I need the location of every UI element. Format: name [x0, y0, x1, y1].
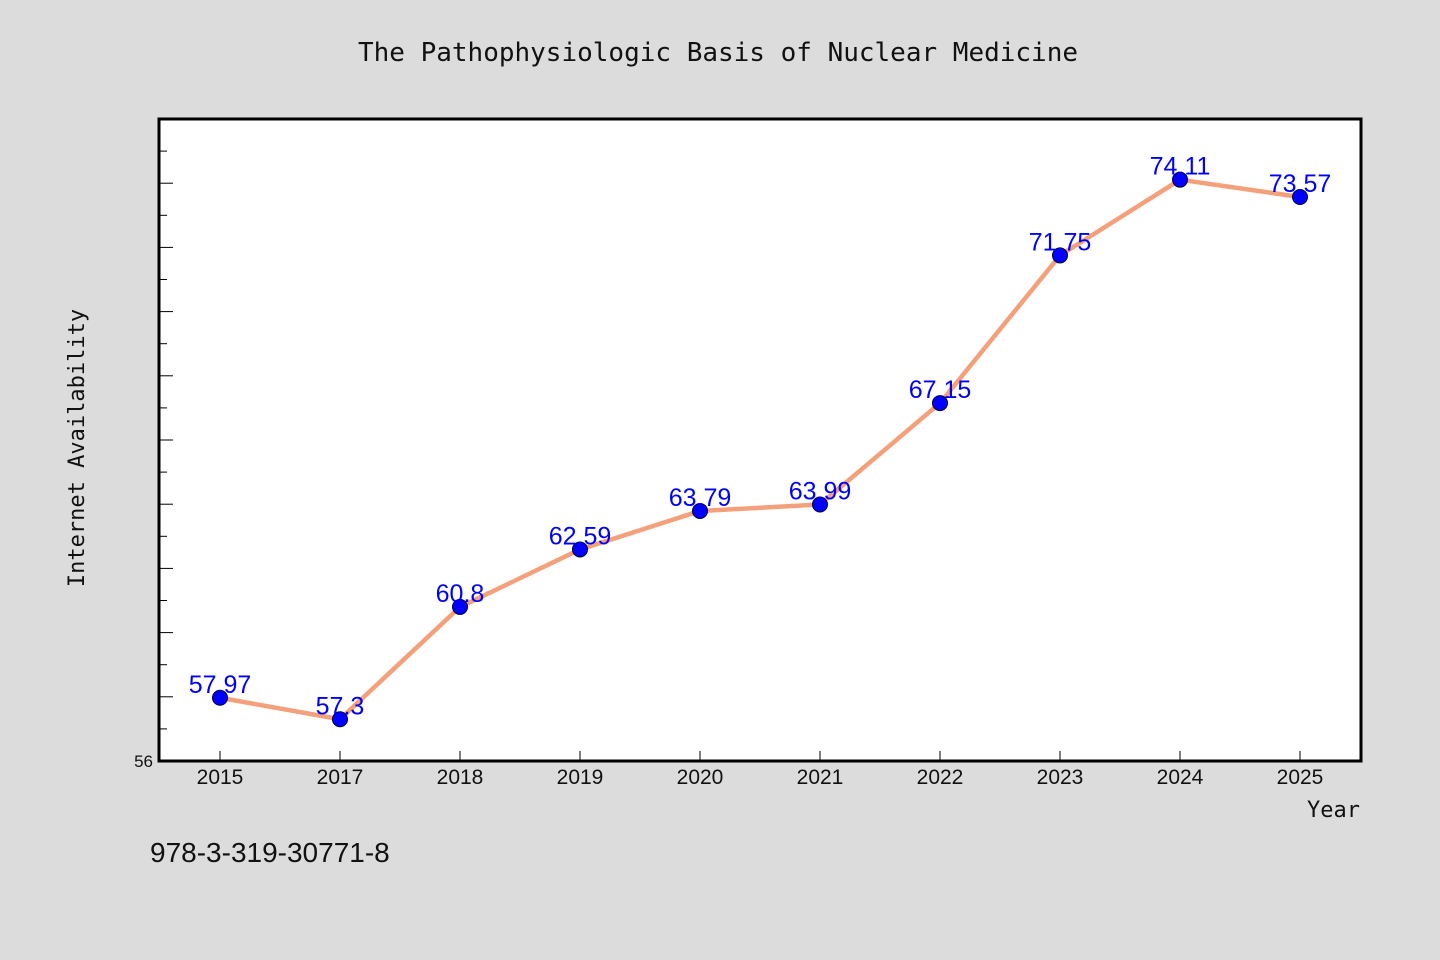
- x-tick-label: 2017: [317, 766, 364, 789]
- x-tick-label: 2020: [677, 766, 724, 789]
- x-tick-label: 2024: [1157, 766, 1204, 789]
- data-point: [452, 598, 468, 615]
- isbn-label: 978-3-319-30771-8: [150, 837, 390, 868]
- series-layer: 57.97 57.3 60.8 62.59 63.79 63.99 67.15 71.75 74…: [189, 153, 1332, 728]
- data-label: 57.3: [316, 692, 365, 720]
- x-tick-label: 2019: [557, 766, 604, 789]
- x-tick-label: 2023: [1037, 766, 1084, 789]
- data-label: 60.8: [436, 580, 485, 608]
- data-label: 74.11: [1150, 153, 1211, 181]
- data-point: [1052, 247, 1068, 264]
- x-tick-label: 2021: [797, 766, 844, 789]
- data-label: 71.75: [1029, 228, 1092, 256]
- chart-title: The Pathophysiologic Basis of Nuclear Me…: [358, 38, 1078, 68]
- y-tick-label: 56: [134, 752, 153, 771]
- x-axis-title: Year: [1307, 798, 1360, 823]
- y-axis-ticks: 56: [134, 150, 173, 771]
- x-tick-label: 2015: [197, 766, 244, 789]
- x-tick-label: 2022: [917, 766, 964, 789]
- data-point: [692, 502, 708, 519]
- data-point: [572, 541, 588, 558]
- data-point: [1172, 171, 1188, 188]
- data-point: [212, 689, 228, 706]
- data-label: 73.57: [1269, 170, 1332, 198]
- data-label: 67.15: [909, 376, 972, 404]
- data-label: 57.97: [189, 671, 252, 699]
- data-label: 63.99: [789, 478, 852, 506]
- data-point: [932, 395, 948, 412]
- x-axis-ticks: 2015 2017 2018 2019 2020 2021 2022 2023 2024 2025: [197, 751, 1324, 789]
- data-point: [1292, 189, 1308, 206]
- plot-area: [157, 117, 1363, 763]
- x-tick-label: 2025: [1277, 766, 1324, 789]
- data-label: 63.79: [669, 484, 732, 512]
- y-axis-title: Internet Availability: [65, 309, 90, 587]
- data-point: [332, 711, 348, 728]
- x-tick-label: 2018: [437, 766, 484, 789]
- data-point: [812, 496, 828, 513]
- series-line: [217, 177, 1303, 722]
- data-label: 62.59: [549, 522, 612, 550]
